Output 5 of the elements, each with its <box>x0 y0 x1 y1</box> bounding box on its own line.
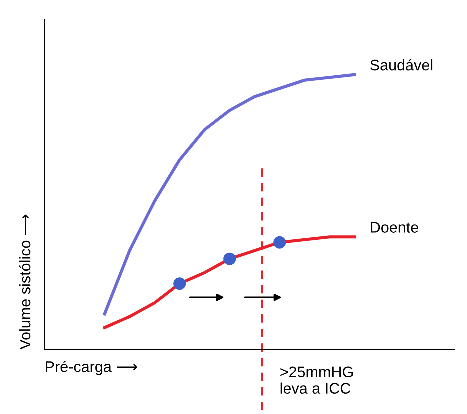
x-axis-title: Pré-carga ⟶ <box>46 360 138 376</box>
text: >25mmHG leva a ICC <box>280 366 353 394</box>
series-label: Doente <box>371 222 418 233</box>
series-label: Saudável <box>370 59 433 71</box>
y-axis-title: Volume sistólico ⟶ <box>19 214 31 350</box>
